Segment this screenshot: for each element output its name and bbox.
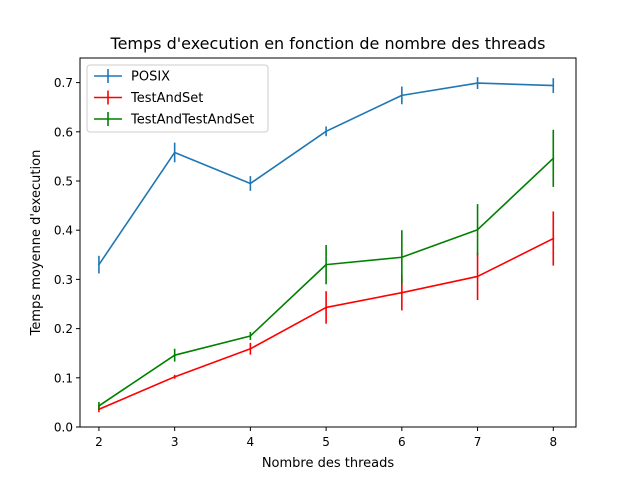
y-tick-label: 0.6 [54,125,73,139]
y-tick-label: 0.3 [54,273,73,287]
y-tick-label: 0.1 [54,371,73,385]
y-tick-label: 0.4 [54,224,73,238]
x-tick-label: 5 [322,435,330,449]
y-tick-label: 0.0 [54,421,73,435]
series-0 [97,77,555,274]
y-tick-label: 0.7 [54,76,73,90]
legend-label: TestAndTestAndSet [130,113,254,128]
x-tick-label: 7 [474,435,482,449]
plot-frame [79,57,577,428]
series-1 [97,211,555,413]
x-axis-label: Nombre des threads [262,456,395,471]
series-2 [97,129,555,410]
y-tick-label: 0.2 [54,322,73,336]
x-tick-label: 4 [247,435,255,449]
y-axis-label: Temps moyenne d'execution [29,150,44,337]
x-tick-label: 6 [398,435,406,449]
x-tick-label: 8 [549,435,557,449]
chart-title: Temps d'execution en fonction de nombre … [110,34,546,53]
legend-frame [86,64,269,133]
legend-label: POSIX [131,70,170,85]
x-tick-label: 3 [171,435,179,449]
ticks-layer: 2 3 4 5 6 7 8 0.0 0.1 0.2 0.3 0.4 0.5 0.6 0.7 [54,76,557,449]
legend-label: TestAndSet [130,91,203,106]
x-tick-label: 2 [95,435,103,449]
series-layer [97,77,555,413]
legend: POSIX TestAndSet TestAndTestAndSet [86,64,269,133]
y-tick-label: 0.5 [54,175,73,189]
